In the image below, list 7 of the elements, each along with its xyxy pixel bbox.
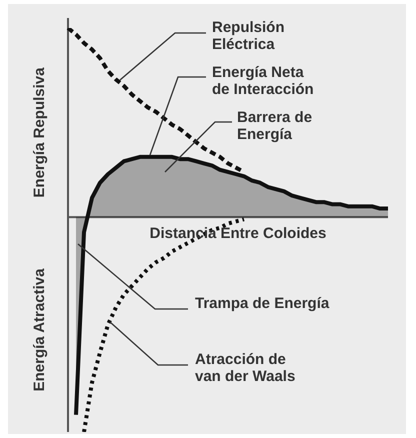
text: Energía Atractiva [31,268,48,392]
annotation: Atracción de van der Waals [195,351,296,386]
annotation: Barrera de Energía [237,109,312,144]
y-axis-title: Energía Repulsiva [31,66,48,198]
annotation: Trampa de Energía [195,295,330,312]
annotation: Energía Neta de Interacción [212,64,314,98]
annotation: Repulsión Eléctrica [212,19,285,54]
